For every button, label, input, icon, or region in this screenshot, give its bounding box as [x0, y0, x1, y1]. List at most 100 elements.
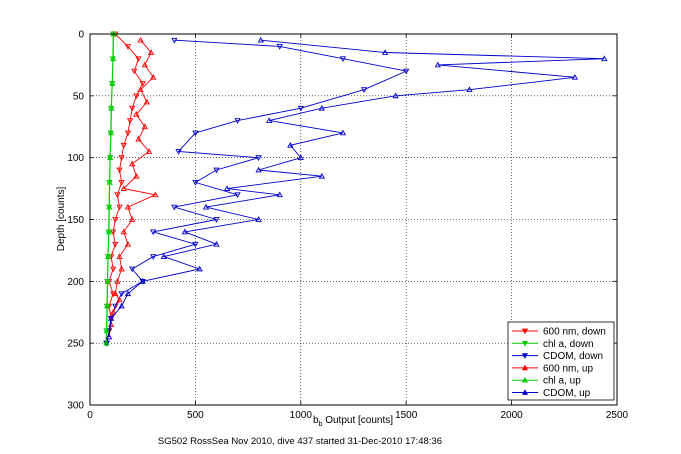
data-point	[137, 36, 144, 43]
data-point	[466, 86, 473, 93]
data-point	[112, 241, 119, 248]
x-tick-label: 0	[87, 410, 93, 421]
data-point	[147, 49, 155, 55]
data-point	[120, 142, 127, 149]
data-point	[124, 290, 132, 297]
data-point	[108, 104, 115, 111]
data-point	[276, 43, 283, 50]
data-point	[124, 43, 132, 50]
legend-label: chl a, down	[543, 339, 594, 350]
data-point	[118, 155, 125, 161]
data-point	[137, 86, 144, 93]
data-point	[192, 241, 199, 248]
x-axis-label: bb Output [counts]	[313, 415, 393, 428]
x-axis-label-b: b	[313, 415, 319, 426]
data-point	[110, 308, 117, 315]
data-point	[171, 204, 178, 211]
data-point	[110, 55, 117, 62]
legend-swatch-marker	[521, 328, 529, 335]
data-point	[107, 315, 115, 321]
data-point	[434, 61, 441, 68]
data-point	[192, 130, 199, 137]
data-point	[297, 105, 304, 112]
data-point	[403, 68, 410, 75]
data-point	[128, 266, 136, 273]
legend-label: 600 nm, down	[543, 327, 606, 338]
data-point	[118, 180, 125, 186]
data-point	[104, 302, 111, 309]
data-point	[124, 130, 132, 137]
caption: SG502 RossSea Nov 2010, dive 437 started…	[158, 436, 442, 447]
legend-box	[507, 321, 615, 401]
data-point	[139, 81, 146, 87]
ticks: 0 500 1000 1500 2000 2500 0 50 100 150 200 250 300	[67, 30, 628, 422]
data-point	[107, 321, 115, 327]
data-point	[141, 61, 148, 68]
y-axis-label: Depth [counts]	[56, 187, 67, 252]
data-point	[107, 129, 115, 136]
data-point	[124, 240, 132, 247]
data-point	[135, 56, 142, 63]
data-point	[126, 118, 134, 124]
data-point	[150, 73, 157, 80]
data-point	[103, 327, 111, 334]
data-point	[139, 278, 146, 284]
legend-swatch-marker	[521, 376, 529, 383]
legend-swatch-marker	[521, 389, 529, 395]
series-5	[105, 36, 608, 340]
data-point	[318, 172, 326, 179]
series-line	[108, 39, 605, 338]
data-point	[255, 166, 262, 173]
data-point	[120, 185, 127, 191]
data-point	[601, 55, 608, 62]
data-point	[234, 118, 241, 124]
legend-swatch-marker	[521, 353, 529, 359]
series-line	[105, 33, 115, 344]
data-point	[114, 278, 121, 284]
data-point	[196, 265, 203, 272]
data-point	[266, 117, 273, 123]
data-point	[213, 167, 220, 174]
y-tick-label: 150	[67, 215, 84, 226]
data-point	[202, 203, 210, 210]
data-point	[118, 302, 125, 309]
data-point	[118, 291, 125, 298]
series-line	[106, 39, 408, 344]
data-point	[116, 296, 123, 303]
data-point	[103, 339, 110, 346]
data-point	[124, 203, 132, 210]
data-point	[213, 217, 220, 223]
data-point	[110, 229, 117, 236]
y-tick-label: 300	[67, 401, 84, 412]
data-point	[112, 290, 119, 297]
y-tick-label: 50	[73, 91, 85, 102]
data-point	[114, 192, 121, 199]
data-point	[339, 56, 347, 63]
data-point	[104, 278, 111, 284]
legend-label: chl a, up	[543, 376, 581, 387]
x-tick-label: 1500	[395, 410, 418, 421]
data-point	[135, 135, 142, 142]
data-point	[120, 228, 127, 235]
y-tick-label: 100	[67, 153, 84, 164]
data-point	[257, 36, 264, 43]
data-point	[234, 192, 241, 199]
data-point	[106, 203, 113, 210]
series-0	[103, 31, 146, 347]
data-point	[150, 229, 157, 236]
data-point	[112, 217, 119, 223]
data-point	[105, 228, 113, 235]
data-point	[381, 49, 389, 55]
y-tick-label: 250	[67, 339, 84, 350]
data-point	[145, 148, 153, 154]
x-tick-label: 2000	[500, 410, 523, 421]
data-point	[223, 185, 231, 191]
data-point	[150, 254, 157, 260]
data-point	[109, 80, 116, 86]
series-4	[103, 30, 117, 346]
data-point	[116, 204, 123, 211]
data-point	[118, 265, 125, 272]
data-point	[107, 154, 114, 161]
